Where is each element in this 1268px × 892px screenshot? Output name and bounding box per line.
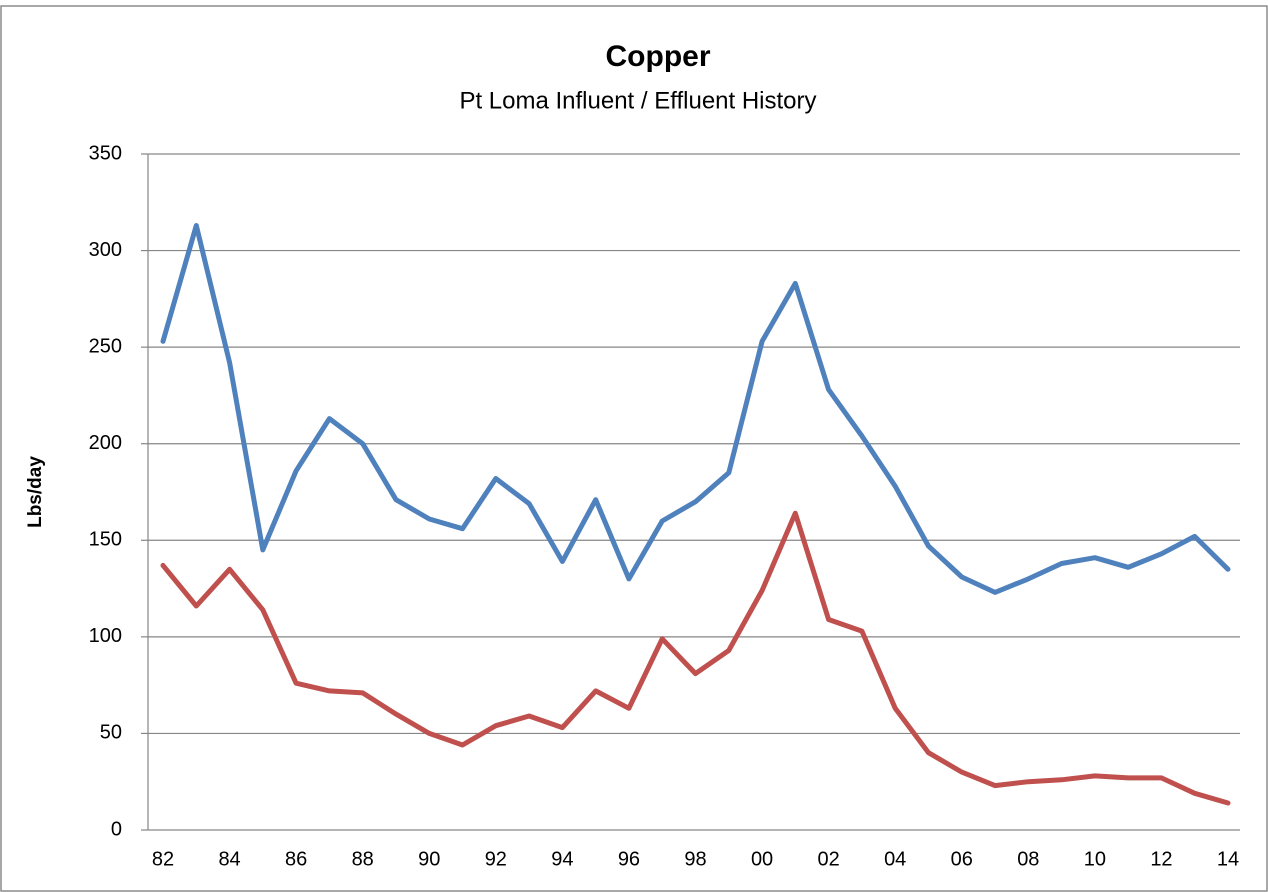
x-tick-label: 90 [418, 848, 440, 870]
x-tick-label: 98 [684, 848, 706, 870]
x-tick-label: 06 [951, 848, 973, 870]
y-tick-label: 350 [89, 142, 122, 164]
x-tick-label: 82 [152, 848, 174, 870]
y-tick-label: 200 [89, 432, 122, 454]
x-tick-label: 96 [618, 848, 640, 870]
x-tick-label: 86 [285, 848, 307, 870]
x-tick-label: 02 [818, 848, 840, 870]
x-tick-label: 88 [352, 848, 374, 870]
x-tick-label: 00 [751, 848, 773, 870]
y-tick-label: 150 [89, 529, 122, 551]
chart-title: Copper [606, 40, 711, 73]
y-tick-label: 100 [89, 625, 122, 647]
y-tick-label: 0 [111, 818, 122, 840]
series-line [160, 223, 1231, 595]
x-tick-label: 14 [1217, 848, 1239, 870]
x-tick-label: 94 [551, 848, 573, 870]
series-line [160, 510, 1231, 806]
x-tick-label: 10 [1084, 848, 1106, 870]
y-tick-label: 250 [89, 335, 122, 357]
x-tick-label: 04 [884, 848, 906, 870]
x-tick-label: 08 [1017, 848, 1039, 870]
x-tick-label: 12 [1150, 848, 1172, 870]
y-tick-label: 300 [89, 239, 122, 261]
x-tick-label: 92 [485, 848, 507, 870]
y-tick-label: 50 [100, 722, 122, 744]
y-axis-label: Lbs/day [25, 456, 46, 528]
x-tick-label: 84 [218, 848, 240, 870]
chart-frame [0, 5, 1268, 892]
chart-subtitle: Pt Loma Influent / Effluent History [459, 87, 816, 114]
